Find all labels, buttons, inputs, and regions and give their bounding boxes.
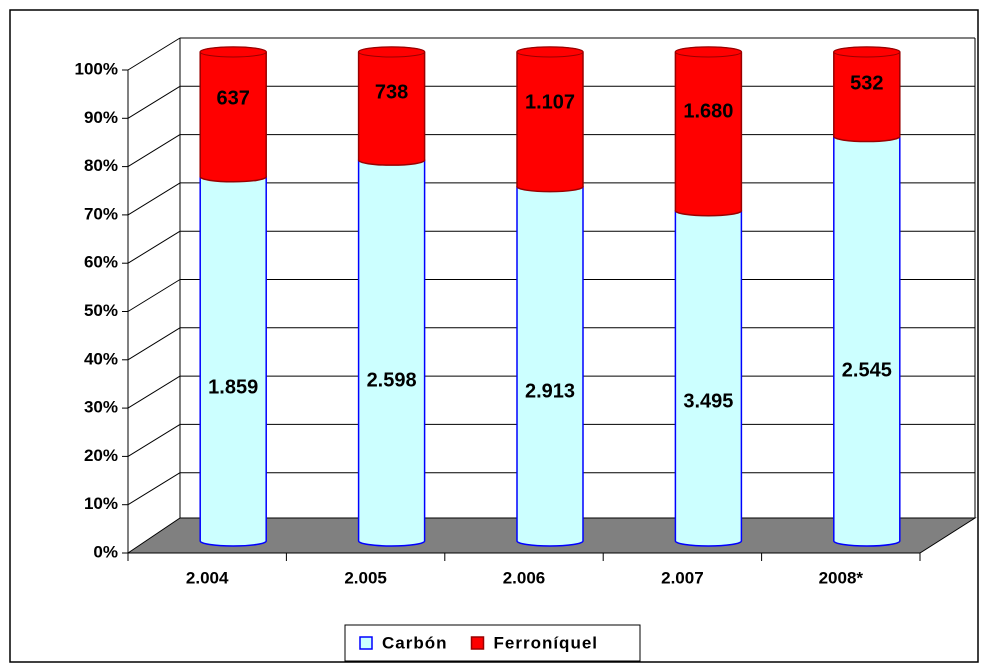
bar-top	[358, 46, 426, 58]
value-label: 532	[850, 72, 883, 94]
grid-line	[127, 375, 181, 409]
y-tick-label: 30%	[84, 398, 118, 417]
y-tick-label: 90%	[84, 108, 118, 127]
value-label: 2.913	[525, 380, 575, 402]
grid-line	[127, 279, 181, 312]
chart-frame	[9, 9, 979, 663]
y-tick-label: 20%	[84, 446, 118, 465]
bar	[199, 171, 267, 547]
legend-label: Ferroníquel	[494, 633, 599, 652]
y-tick-label: 70%	[84, 204, 118, 223]
x-tick-label: 2008*	[819, 568, 864, 587]
legend-label: Carbón	[382, 633, 448, 652]
grid-line	[127, 230, 181, 264]
bar	[357, 46, 426, 166]
bar	[674, 204, 743, 547]
bar	[674, 46, 743, 217]
x-tick-label: 2.004	[186, 568, 229, 587]
legend-swatch	[470, 636, 485, 650]
y-tick-label: 40%	[84, 349, 118, 368]
value-label: 3.495	[683, 391, 733, 413]
value-label: 1.107	[525, 91, 575, 113]
bar	[516, 180, 584, 547]
grid-line	[127, 182, 181, 216]
x-tick-label: 2.006	[503, 568, 546, 587]
grid-line	[127, 423, 181, 457]
y-tick-label: 100%	[75, 59, 118, 78]
legend	[344, 624, 641, 662]
bar	[357, 154, 426, 547]
bar-top	[833, 46, 901, 58]
bar-top	[516, 46, 584, 58]
grid-line	[127, 472, 181, 506]
grid-line	[127, 85, 181, 119]
bar-top	[199, 46, 267, 58]
bar	[199, 46, 267, 183]
value-label: 2.545	[842, 359, 892, 381]
grid-line	[127, 327, 181, 361]
y-tick-label: 0%	[93, 542, 118, 561]
grid-line	[127, 134, 181, 168]
legend-swatch	[359, 636, 373, 650]
value-label: 1.859	[208, 376, 258, 398]
bar-top	[674, 46, 742, 58]
x-tick-label: 2.007	[661, 568, 704, 587]
value-label: 2.598	[367, 369, 417, 391]
y-tick-label: 80%	[84, 156, 118, 175]
value-label: 1.680	[683, 101, 733, 123]
y-tick-label: 60%	[84, 253, 118, 272]
y-tick-label: 50%	[84, 301, 118, 320]
bar	[516, 46, 584, 193]
value-label: 637	[217, 88, 250, 110]
y-tick-label: 10%	[84, 494, 118, 513]
x-tick-label: 2.005	[344, 568, 387, 587]
grid-line	[127, 37, 181, 71]
bar	[833, 130, 901, 547]
value-label: 738	[375, 81, 408, 103]
